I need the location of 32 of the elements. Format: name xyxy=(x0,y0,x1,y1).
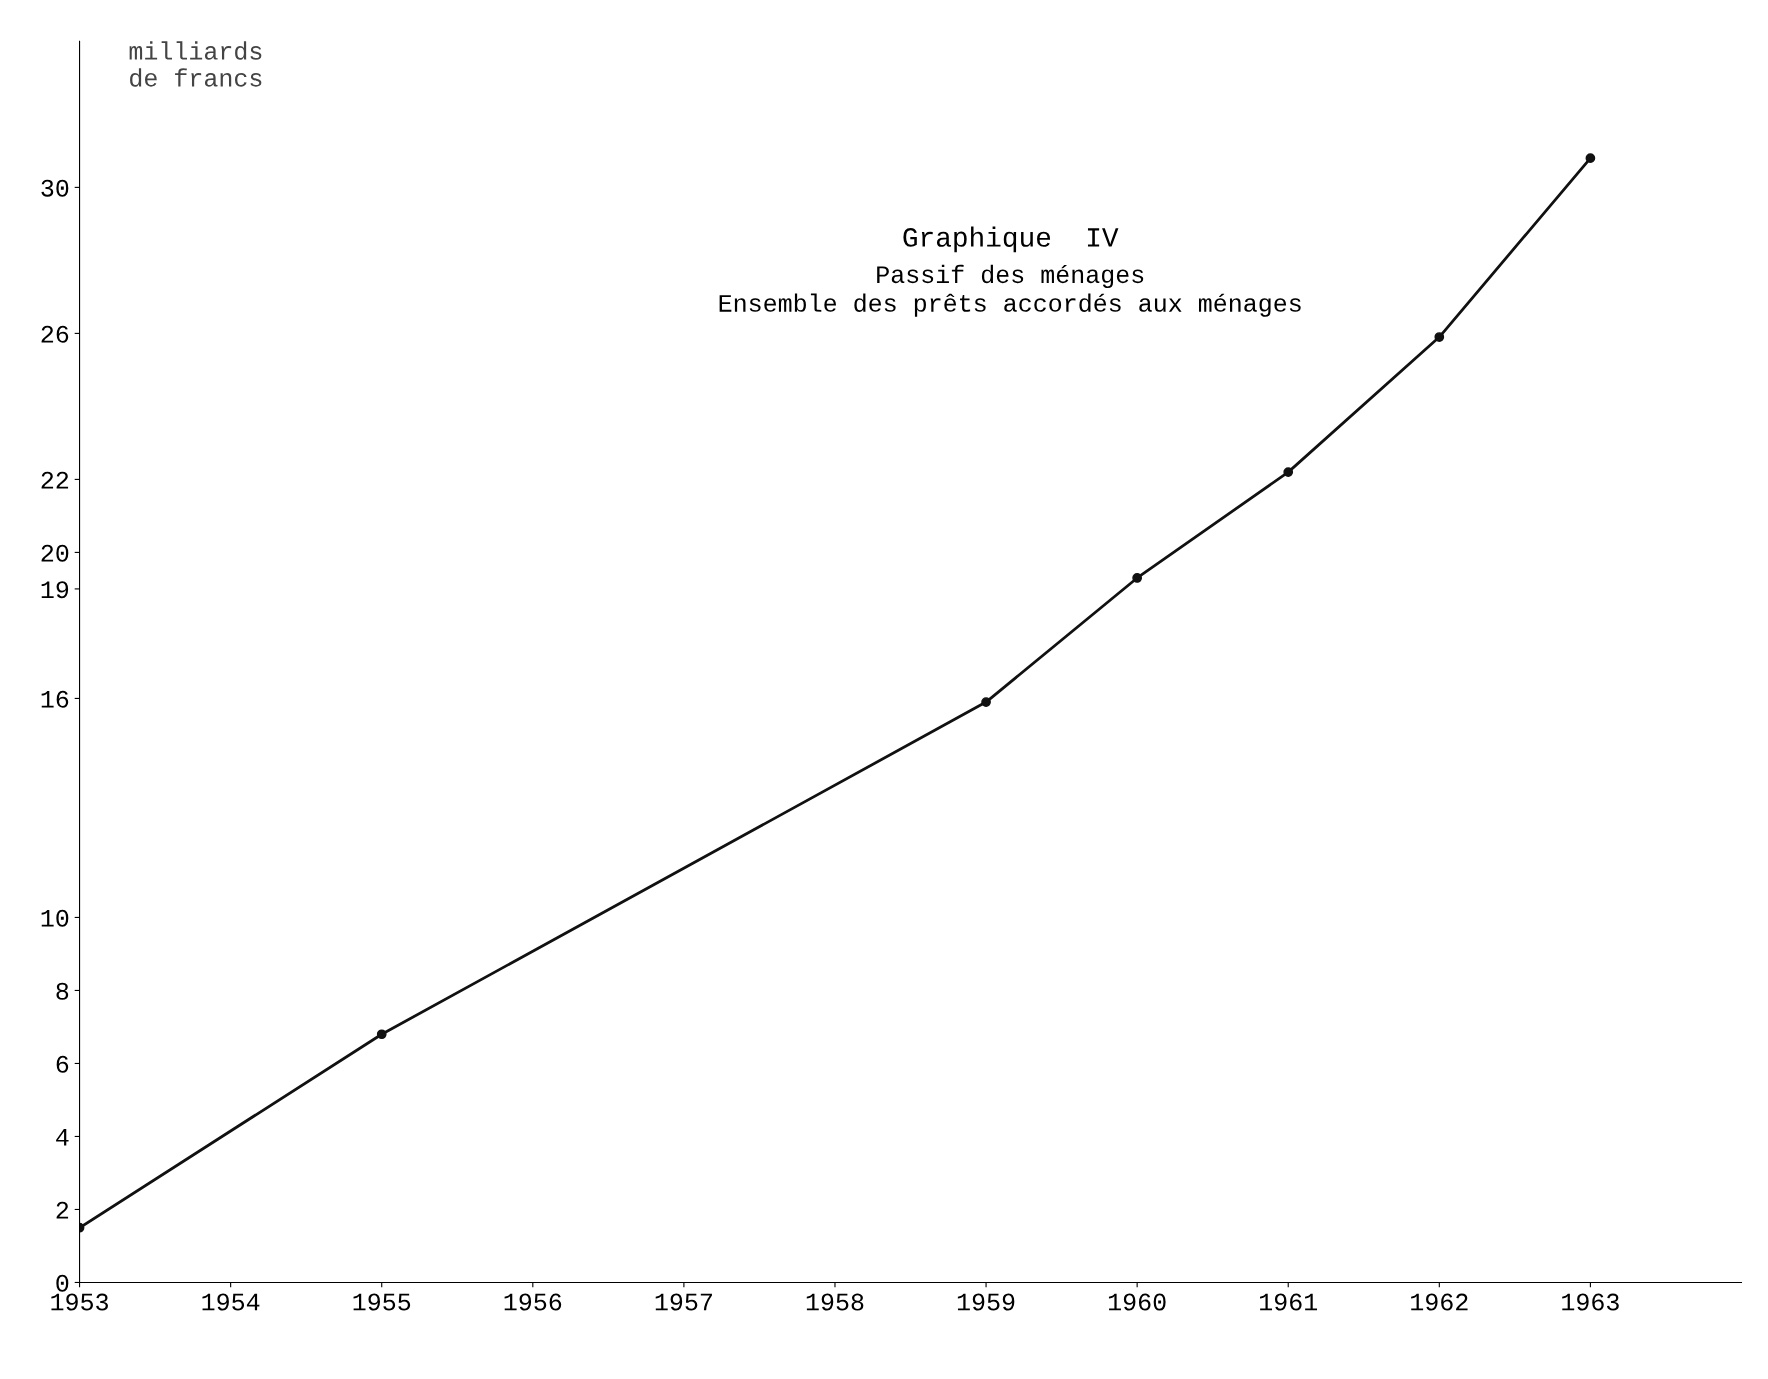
y-axis-title: milliards de francs xyxy=(129,41,262,87)
x-tick-label: 1958 xyxy=(806,1293,864,1311)
y-tick-label: 8 xyxy=(56,982,69,1000)
x-tick-label: 1955 xyxy=(353,1293,411,1311)
x-tick-label: 1962 xyxy=(1411,1293,1468,1311)
point xyxy=(1132,573,1143,583)
text: Passif des ménages Ensemble des prêts accordés aux ménages xyxy=(719,264,1301,317)
y-tick-label: 10 xyxy=(41,909,69,927)
y-tick-label: 20 xyxy=(41,544,69,562)
y-tick-label: 0 xyxy=(56,1274,69,1292)
point xyxy=(1434,332,1445,342)
y-tick-label: 16 xyxy=(41,690,69,708)
text: Graphique IV xyxy=(903,226,1119,253)
y-tick-label: 19 xyxy=(41,581,69,599)
point xyxy=(1585,153,1596,164)
x-tick-label: 1960 xyxy=(1108,1293,1166,1311)
y-tick-label: 2 xyxy=(56,1201,69,1219)
x-tick-label: 1963 xyxy=(1562,1293,1619,1311)
y-tick-label: 6 xyxy=(56,1055,69,1073)
point xyxy=(1283,467,1294,477)
x-tick-label: 1954 xyxy=(202,1293,260,1311)
y-tick-label: 26 xyxy=(41,325,69,343)
x-tick-label: 1953 xyxy=(51,1293,108,1311)
x-tick-label: 1961 xyxy=(1260,1293,1318,1311)
y-tick-label: 4 xyxy=(56,1129,69,1146)
point xyxy=(981,697,991,707)
x-tick-label: 1959 xyxy=(957,1293,1015,1311)
x-tick-label: 1957 xyxy=(655,1293,712,1311)
point xyxy=(376,1029,387,1040)
y-tick-label: 22 xyxy=(41,471,69,489)
x-tick-label: 1956 xyxy=(504,1293,562,1311)
y-tick-label: 30 xyxy=(41,179,69,197)
